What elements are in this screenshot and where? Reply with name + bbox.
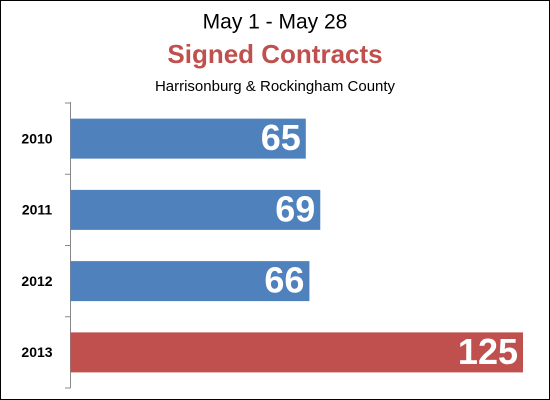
y-tick-label: 2013: [21, 344, 52, 360]
y-tick-label: 2011: [22, 202, 53, 218]
y-tick-label: 2012: [21, 273, 52, 289]
chart-subtitle: Signed Contracts: [167, 39, 382, 69]
value-label: 65: [261, 117, 301, 158]
y-tick-label: 2010: [21, 130, 52, 146]
value-label: 69: [275, 188, 315, 229]
bar: [70, 189, 321, 230]
bar: [70, 261, 310, 302]
bar: [70, 118, 306, 159]
value-label: 125: [458, 331, 518, 372]
bar: [70, 332, 523, 373]
chart-title: May 1 - May 28: [203, 11, 348, 34]
chart-caption: Harrisonburg & Rockingham County: [155, 78, 396, 95]
value-label: 66: [264, 260, 304, 301]
